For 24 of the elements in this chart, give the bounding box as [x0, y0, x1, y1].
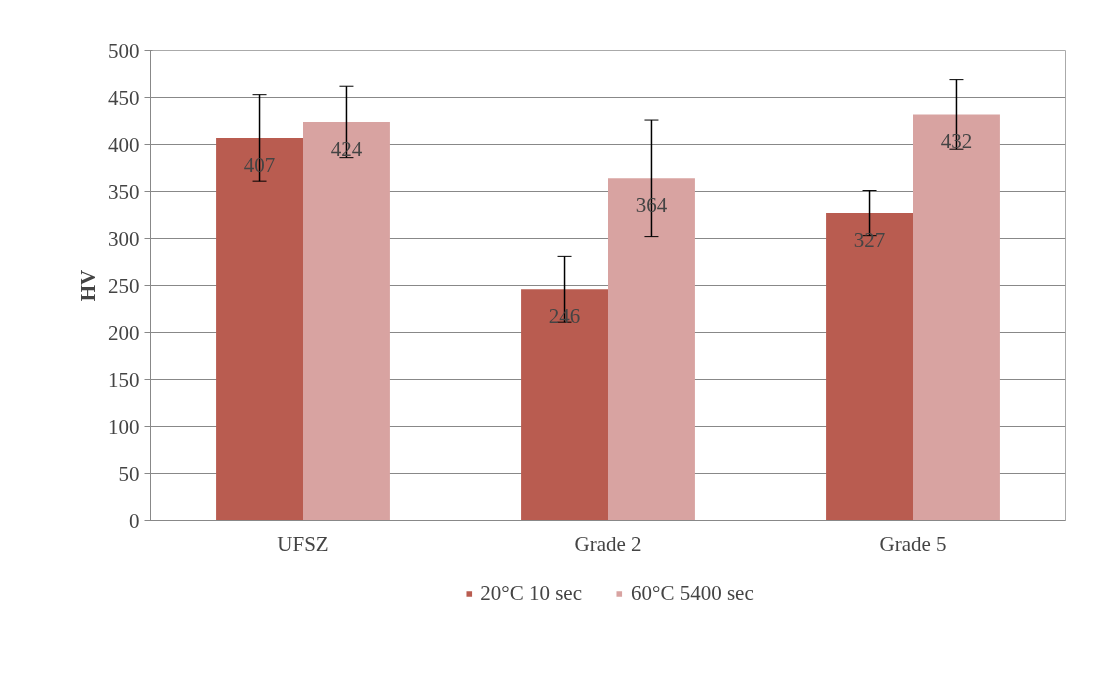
- data-label: 327: [853, 228, 886, 253]
- legend-label: 60°C 5400 sec: [631, 580, 754, 606]
- y-tick-label: 450: [108, 85, 140, 110]
- x-tick-label: Grade 2: [574, 531, 642, 556]
- y-tick-label: 400: [108, 132, 140, 157]
- y-axis-title: HV: [76, 269, 100, 302]
- y-tick-label: 300: [108, 226, 140, 251]
- y-tick-label: 50: [118, 461, 140, 486]
- bar: [216, 137, 303, 521]
- bar: [521, 289, 608, 521]
- x-tick-label: UFSZ: [277, 531, 329, 556]
- legend-label: 20°C 10 sec: [480, 580, 582, 606]
- bar: [826, 213, 913, 521]
- y-tick-label: 150: [108, 367, 140, 392]
- y-tick-label: 200: [108, 320, 140, 345]
- bar: [608, 178, 695, 521]
- bar: [303, 121, 390, 521]
- y-tick-label: 100: [108, 414, 140, 439]
- y-tick-label: 250: [108, 273, 140, 298]
- y-tick-label: 500: [108, 38, 140, 63]
- bar: [913, 114, 1000, 521]
- x-tick-label: Grade 5: [879, 531, 947, 556]
- y-tick-label: 0: [129, 508, 140, 533]
- y-tick-label: 350: [108, 179, 140, 204]
